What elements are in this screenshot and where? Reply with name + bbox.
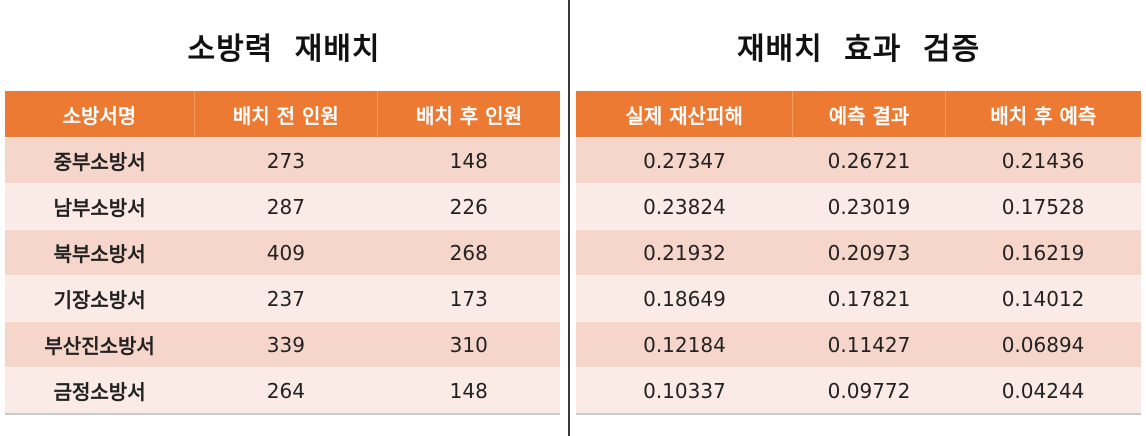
- header-predicted: 예측 결과: [792, 91, 946, 138]
- table-row: 중부소방서 273 148: [5, 137, 560, 184]
- before-staff-cell: 237: [194, 275, 378, 322]
- table-row: 0.23824 0.23019 0.17528: [576, 183, 1141, 230]
- before-staff-cell: 287: [194, 183, 378, 230]
- station-name-cell: 남부소방서: [5, 183, 195, 230]
- predicted-cell: 0.09772: [792, 367, 946, 415]
- table-header-row: 실제 재산피해 예측 결과 배치 후 예측: [576, 91, 1141, 138]
- before-staff-cell: 339: [194, 321, 378, 368]
- table-row: 0.27347 0.26721 0.21436: [576, 137, 1141, 184]
- after-prediction-cell: 0.17528: [945, 183, 1141, 230]
- station-name-cell: 중부소방서: [5, 137, 195, 184]
- actual-damage-cell: 0.18649: [576, 275, 793, 322]
- table-row: 북부소방서 409 268: [5, 229, 560, 276]
- actual-damage-cell: 0.27347: [576, 137, 793, 184]
- station-name-cell: 부산진소방서: [5, 321, 195, 368]
- after-staff-cell: 148: [377, 367, 560, 415]
- table-row: 기장소방서 237 173: [5, 275, 560, 322]
- table-row: 부산진소방서 339 310: [5, 321, 560, 368]
- table-row: 남부소방서 287 226: [5, 183, 560, 230]
- table-row: 0.18649 0.17821 0.14012: [576, 275, 1141, 322]
- predicted-cell: 0.20973: [792, 229, 946, 276]
- predicted-cell: 0.17821: [792, 275, 946, 322]
- verification-table: 실제 재산피해 예측 결과 배치 후 예측 0.27347 0.26721 0.…: [576, 91, 1141, 415]
- vertical-divider: [568, 0, 570, 436]
- table-row: 0.21932 0.20973 0.16219: [576, 229, 1141, 276]
- after-staff-cell: 310: [377, 321, 560, 368]
- actual-damage-cell: 0.12184: [576, 321, 793, 368]
- after-prediction-cell: 0.06894: [945, 321, 1141, 368]
- after-prediction-cell: 0.14012: [945, 275, 1141, 322]
- predicted-cell: 0.23019: [792, 183, 946, 230]
- verification-title: 재배치 효과 검증: [736, 32, 981, 67]
- relocation-table: 소방서명 배치 전 인원 배치 후 인원 중부소방서 273 148 남부소방서…: [5, 91, 560, 415]
- before-staff-cell: 273: [194, 137, 378, 184]
- actual-damage-cell: 0.21932: [576, 229, 793, 276]
- station-name-cell: 기장소방서: [5, 275, 195, 322]
- actual-damage-cell: 0.10337: [576, 367, 793, 415]
- relocation-panel: 소방력 재배치 소방서명 배치 전 인원 배치 후 인원 중부소방서 273 1…: [0, 0, 568, 415]
- verification-panel: 재배치 효과 검증 실제 재산피해 예측 결과 배치 후 예측 0.27347 …: [571, 0, 1146, 415]
- header-after-staff: 배치 후 인원: [377, 91, 560, 138]
- after-prediction-cell: 0.16219: [945, 229, 1141, 276]
- predicted-cell: 0.26721: [792, 137, 946, 184]
- header-actual-damage: 실제 재산피해: [576, 91, 794, 138]
- predicted-cell: 0.11427: [792, 321, 946, 368]
- after-staff-cell: 148: [377, 137, 560, 184]
- header-station-name: 소방서명: [5, 91, 195, 138]
- station-name-cell: 금정소방서: [5, 367, 195, 415]
- table-row: 금정소방서 264 148: [5, 367, 560, 415]
- after-prediction-cell: 0.21436: [945, 137, 1141, 184]
- before-staff-cell: 409: [194, 229, 378, 276]
- table-row: 0.10337 0.09772 0.04244: [576, 367, 1141, 415]
- after-staff-cell: 226: [377, 183, 560, 230]
- header-before-staff: 배치 전 인원: [194, 91, 379, 138]
- after-prediction-cell: 0.04244: [945, 367, 1141, 415]
- after-staff-cell: 173: [377, 275, 560, 322]
- actual-damage-cell: 0.23824: [576, 183, 793, 230]
- table-header-row: 소방서명 배치 전 인원 배치 후 인원: [5, 91, 560, 138]
- station-name-cell: 북부소방서: [5, 229, 195, 276]
- table-row: 0.12184 0.11427 0.06894: [576, 321, 1141, 368]
- before-staff-cell: 264: [194, 367, 378, 415]
- relocation-title: 소방력 재배치: [187, 32, 381, 67]
- header-after-prediction: 배치 후 예측: [945, 91, 1141, 138]
- after-staff-cell: 268: [377, 229, 560, 276]
